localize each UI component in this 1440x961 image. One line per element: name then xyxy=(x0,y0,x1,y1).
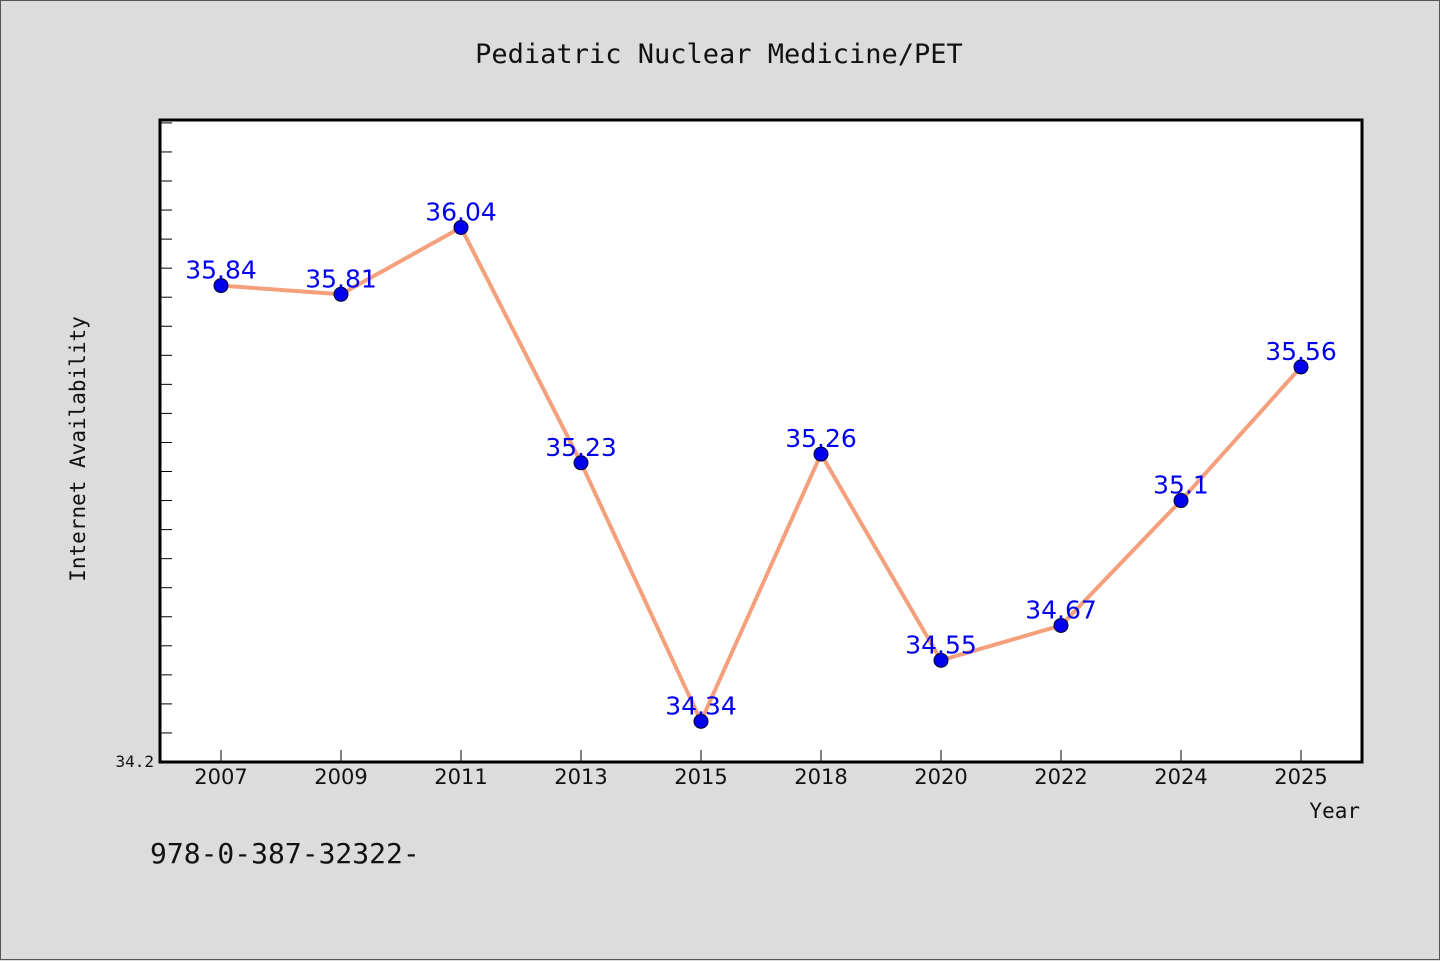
data-point-2015 xyxy=(693,713,709,729)
x-tick-label-2007: 2007 xyxy=(194,765,247,789)
plot-area xyxy=(158,118,1364,764)
x-tick-label-2018: 2018 xyxy=(794,765,847,789)
data-point-2007 xyxy=(213,278,229,294)
data-label-2020: 34.55 xyxy=(905,630,977,659)
x-tick-label-2025: 2025 xyxy=(1274,765,1327,789)
x-tick-label-2013: 2013 xyxy=(554,765,607,789)
y-axis-ticks xyxy=(160,122,172,763)
y-tick-label-min: 34.2 xyxy=(115,752,154,771)
series-line-group xyxy=(213,219,1309,729)
data-point-2020 xyxy=(933,652,949,668)
data-label-2018: 35.26 xyxy=(785,424,857,453)
x-tick-label-2020: 2020 xyxy=(914,765,967,789)
data-labels: 35.84 35.81 36.04 35.23 34.34 35.26 34.55 34.67… xyxy=(185,197,1337,720)
x-axis-ticks: 2007 2009 2011 2013 2015 2018 2020 2022 2024 2025 xyxy=(194,750,1328,789)
data-point-2022 xyxy=(1053,617,1069,633)
data-point-2025 xyxy=(1293,359,1309,375)
data-point-2011 xyxy=(453,219,469,235)
data-label-2007: 35.84 xyxy=(185,256,257,285)
data-label-2011: 36.04 xyxy=(425,197,497,226)
x-tick-label-2022: 2022 xyxy=(1034,765,1087,789)
data-label-2009: 35.81 xyxy=(305,264,377,293)
data-label-2025: 35.56 xyxy=(1265,337,1337,366)
data-label-2024: 35.1 xyxy=(1153,471,1209,500)
x-tick-label-2015: 2015 xyxy=(674,765,727,789)
data-label-2022: 34.67 xyxy=(1025,595,1097,624)
data-point-2024 xyxy=(1173,493,1189,509)
x-axis-label: Year xyxy=(1309,799,1360,823)
data-label-2013: 35.23 xyxy=(545,433,617,462)
series-line xyxy=(220,225,1303,724)
chart-title: Pediatric Nuclear Medicine/PET xyxy=(475,39,963,70)
x-tick-label-2011: 2011 xyxy=(434,765,487,789)
y-axis-label: Internet Availability xyxy=(66,316,90,582)
data-point-2018 xyxy=(813,446,829,462)
x-tick-label-2024: 2024 xyxy=(1154,765,1207,789)
footer-isbn-text: 978-0-387-32322- xyxy=(150,837,420,870)
data-label-2015: 34.34 xyxy=(665,691,737,720)
data-point-2013 xyxy=(573,455,589,471)
x-tick-label-2009: 2009 xyxy=(314,765,367,789)
data-point-2009 xyxy=(333,286,349,302)
